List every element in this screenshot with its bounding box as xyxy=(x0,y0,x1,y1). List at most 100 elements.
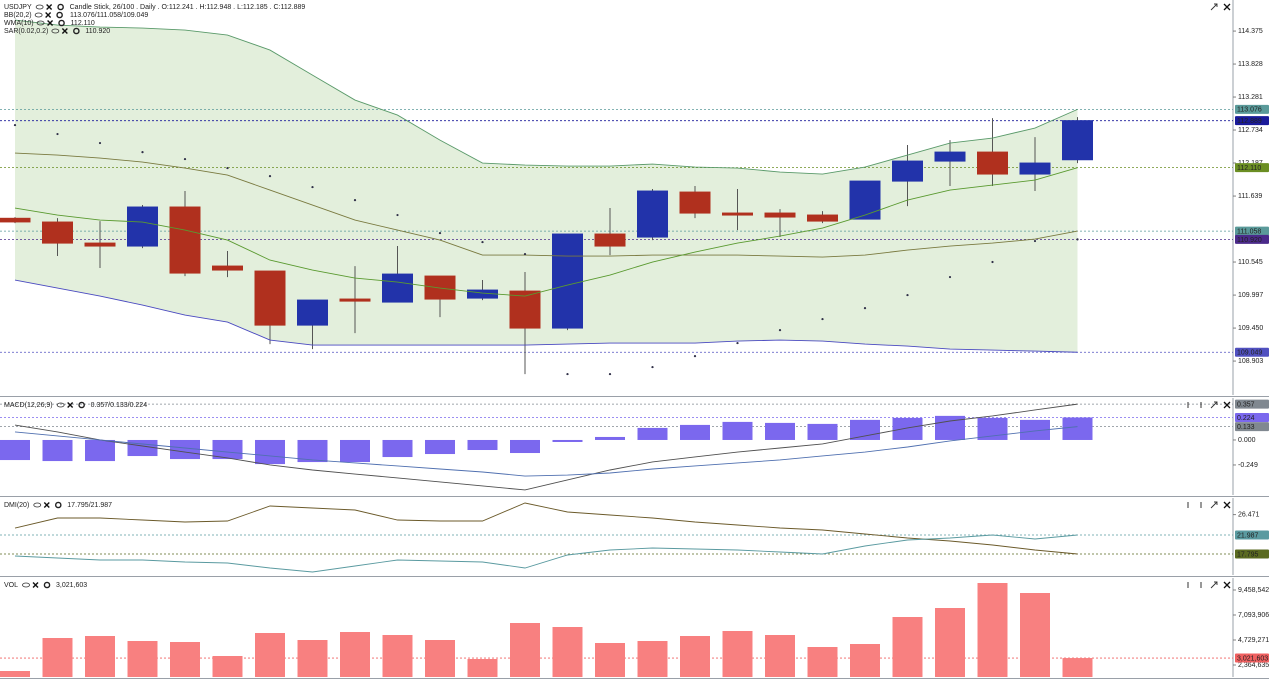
panel-title: USDJPY xyxy=(4,4,32,11)
sar-dot xyxy=(566,372,569,376)
sar-dot xyxy=(268,174,272,178)
sar-dot xyxy=(991,260,994,264)
sar-dot xyxy=(778,329,782,332)
sar-dot xyxy=(736,341,739,345)
close-icon[interactable] xyxy=(61,28,68,34)
y-tick-label: 9,458,542 xyxy=(1238,587,1269,594)
eye-icon[interactable] xyxy=(36,20,45,26)
marker-label: 112.110 xyxy=(1237,165,1261,172)
candle-body xyxy=(934,151,966,162)
settings-icon[interactable] xyxy=(43,581,51,589)
bar xyxy=(467,439,498,451)
panel-subtitle: Candle Stick, 26/100 . Daily . O:112.241… xyxy=(70,4,306,11)
expand-icon[interactable] xyxy=(1210,501,1218,509)
indicator-line xyxy=(14,19,1078,175)
eye-icon[interactable] xyxy=(22,582,30,588)
expand-icon[interactable] xyxy=(1210,3,1218,11)
bar xyxy=(722,421,753,440)
settings-icon[interactable] xyxy=(73,27,80,35)
bar xyxy=(212,439,243,460)
candle-body xyxy=(42,221,73,244)
eye-icon[interactable] xyxy=(33,502,42,508)
close-panel-icon[interactable] xyxy=(1223,401,1231,409)
y-tick-label: 2,364,635 xyxy=(1238,662,1269,669)
marker-label: 109.049 xyxy=(1237,350,1262,357)
marker-box xyxy=(1235,399,1269,409)
bar xyxy=(382,439,413,458)
bar xyxy=(765,635,795,677)
marker-box xyxy=(1235,234,1269,244)
bar xyxy=(255,633,285,677)
settings-icon[interactable] xyxy=(57,3,64,11)
marker-label: 0.357 xyxy=(1237,401,1255,408)
close-icon[interactable] xyxy=(46,4,53,10)
bar xyxy=(680,636,710,677)
candle-body xyxy=(977,151,1008,175)
candle-body xyxy=(169,206,201,274)
marker-label: 110.920 xyxy=(1237,237,1262,244)
bar xyxy=(595,436,625,440)
close-icon[interactable] xyxy=(45,12,52,18)
bar xyxy=(0,439,30,461)
bar xyxy=(170,642,200,677)
marker-box xyxy=(1235,104,1269,114)
marker-label: 21.987 xyxy=(1237,532,1259,539)
bar xyxy=(85,636,115,677)
band-fill xyxy=(15,20,1078,353)
bar xyxy=(850,644,880,677)
candle-body xyxy=(212,265,243,271)
eye-icon[interactable] xyxy=(34,12,43,18)
settings-icon[interactable] xyxy=(58,19,65,27)
sar-dot xyxy=(693,355,697,358)
marker-label: 17.795 xyxy=(1237,551,1259,558)
sar-dot xyxy=(56,132,59,136)
settings-icon[interactable] xyxy=(54,501,62,509)
marker-box xyxy=(1235,653,1269,663)
expand-icon[interactable] xyxy=(1210,401,1218,409)
y-tick-label: 113.281 xyxy=(1238,94,1263,101)
sar-dot xyxy=(821,317,824,321)
panel-title: VOL xyxy=(4,582,18,589)
sar-dot xyxy=(226,166,229,170)
close-panel-icon[interactable] xyxy=(1223,3,1231,11)
bar xyxy=(1020,419,1050,440)
sar-dot xyxy=(141,150,144,154)
settings-icon[interactable] xyxy=(56,11,63,19)
bar xyxy=(42,439,73,462)
bar xyxy=(892,617,923,677)
indicator-line xyxy=(14,279,1078,353)
series-line xyxy=(14,502,1078,555)
bar xyxy=(127,439,158,457)
y-tick-label: 111.639 xyxy=(1238,193,1262,200)
bar xyxy=(765,422,795,440)
y-tick-label: 112.734 xyxy=(1238,127,1263,134)
eye-icon[interactable] xyxy=(51,28,60,34)
bar xyxy=(467,659,498,677)
candle-body xyxy=(509,290,541,329)
candle-body xyxy=(1062,120,1093,161)
bar xyxy=(637,427,668,440)
candle-body xyxy=(0,217,31,223)
close-icon[interactable] xyxy=(47,20,54,26)
indicator-name: WMA(10) xyxy=(4,20,34,27)
marker-label: 113.076 xyxy=(1237,107,1262,114)
eye-icon[interactable] xyxy=(35,4,44,10)
sar-dot xyxy=(98,141,102,145)
indicator-line xyxy=(14,152,1078,258)
y-tick-label: 109.450 xyxy=(1238,325,1263,332)
close-panel-icon[interactable] xyxy=(1223,581,1231,589)
eye-icon[interactable] xyxy=(56,402,65,408)
close-panel-icon[interactable] xyxy=(1223,501,1231,509)
close-icon[interactable] xyxy=(67,402,74,408)
bar xyxy=(297,640,328,677)
close-icon[interactable] xyxy=(43,502,50,508)
settings-icon[interactable] xyxy=(78,401,85,409)
sar-dot xyxy=(481,240,484,244)
bar xyxy=(637,641,668,677)
expand-icon[interactable] xyxy=(1210,581,1218,589)
close-icon[interactable] xyxy=(32,582,39,588)
bar xyxy=(722,631,753,677)
marker-box xyxy=(1235,226,1269,236)
marker-box xyxy=(1235,530,1269,540)
